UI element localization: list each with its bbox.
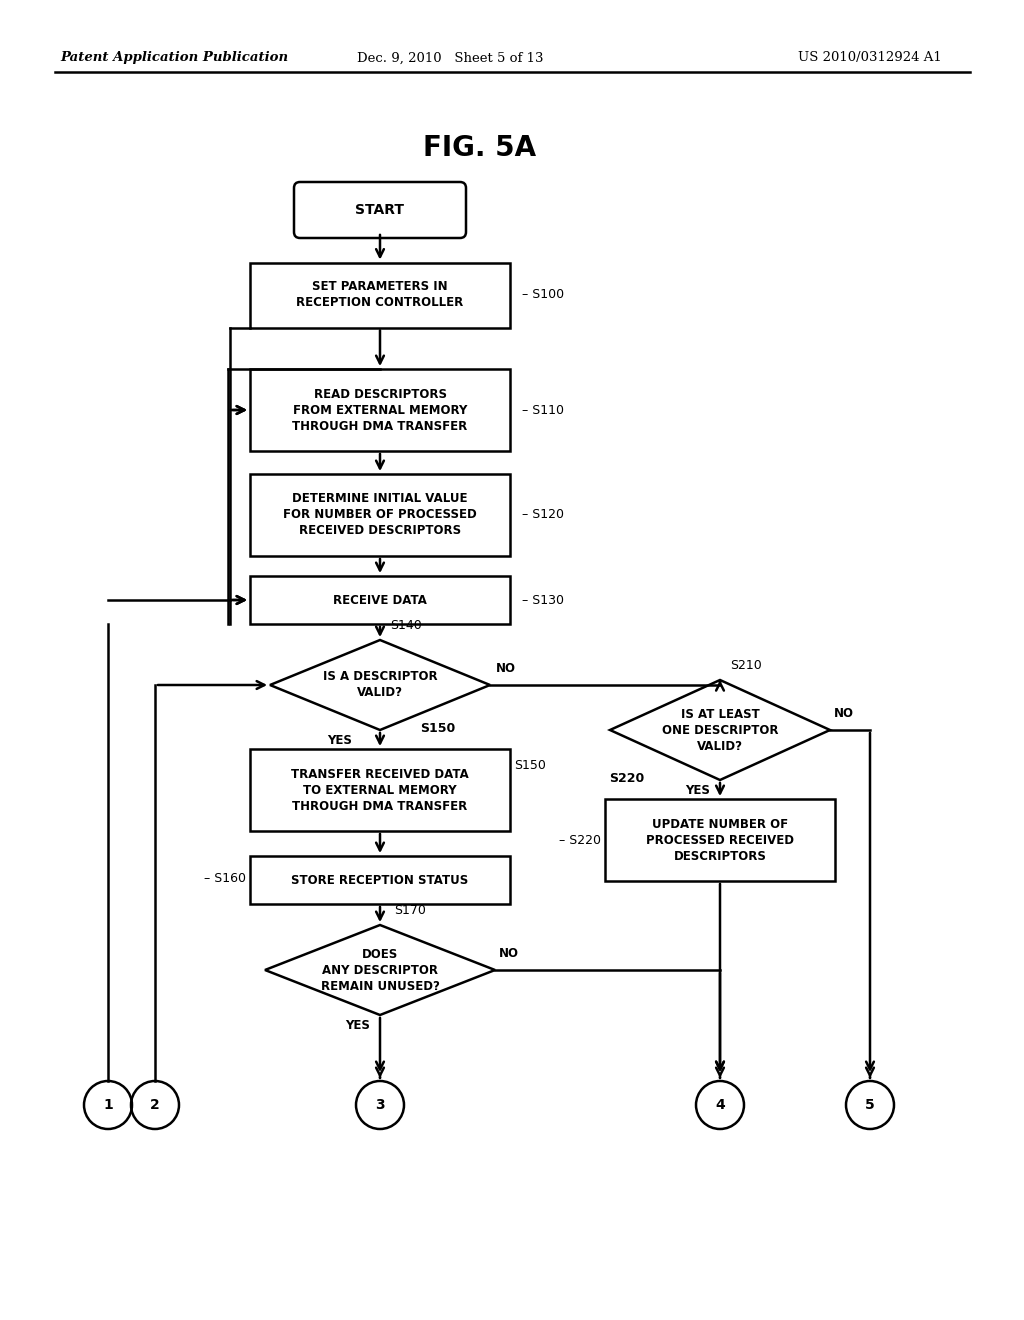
Text: S150: S150: [420, 722, 456, 735]
Text: NO: NO: [496, 663, 516, 675]
Text: DOES
ANY DESCRIPTOR
REMAIN UNUSED?: DOES ANY DESCRIPTOR REMAIN UNUSED?: [321, 948, 439, 993]
Text: S170: S170: [394, 904, 426, 917]
Text: STORE RECEPTION STATUS: STORE RECEPTION STATUS: [292, 874, 469, 887]
Text: UPDATE NUMBER OF
PROCESSED RECEIVED
DESCRIPTORS: UPDATE NUMBER OF PROCESSED RECEIVED DESC…: [646, 817, 794, 862]
Polygon shape: [610, 680, 830, 780]
Text: US 2010/0312924 A1: US 2010/0312924 A1: [798, 51, 942, 65]
Text: – S160: – S160: [204, 871, 246, 884]
Text: – S100: – S100: [522, 289, 564, 301]
Text: 3: 3: [375, 1098, 385, 1111]
Text: Patent Application Publication: Patent Application Publication: [60, 51, 288, 65]
Text: 5: 5: [865, 1098, 874, 1111]
Text: NO: NO: [499, 946, 519, 960]
Text: DETERMINE INITIAL VALUE
FOR NUMBER OF PROCESSED
RECEIVED DESCRIPTORS: DETERMINE INITIAL VALUE FOR NUMBER OF PR…: [283, 492, 477, 537]
Polygon shape: [265, 925, 495, 1015]
Text: – S220: – S220: [559, 833, 601, 846]
Text: IS AT LEAST
ONE DESCRIPTOR
VALID?: IS AT LEAST ONE DESCRIPTOR VALID?: [662, 708, 778, 752]
Text: YES: YES: [685, 784, 710, 797]
Text: S210: S210: [730, 659, 762, 672]
Bar: [250, 855, 510, 904]
Text: YES: YES: [345, 1019, 370, 1032]
Text: READ DESCRIPTORS
FROM EXTERNAL MEMORY
THROUGH DMA TRANSFER: READ DESCRIPTORS FROM EXTERNAL MEMORY TH…: [293, 388, 468, 433]
Text: TRANSFER RECEIVED DATA
TO EXTERNAL MEMORY
THROUGH DMA TRANSFER: TRANSFER RECEIVED DATA TO EXTERNAL MEMOR…: [291, 767, 469, 813]
Text: 4: 4: [715, 1098, 725, 1111]
Text: Dec. 9, 2010   Sheet 5 of 13: Dec. 9, 2010 Sheet 5 of 13: [356, 51, 544, 65]
Text: START: START: [355, 203, 404, 216]
Bar: [250, 576, 510, 624]
Text: YES: YES: [327, 734, 352, 747]
Text: – S110: – S110: [522, 404, 564, 417]
Text: 2: 2: [151, 1098, 160, 1111]
Bar: [250, 748, 510, 832]
FancyBboxPatch shape: [294, 182, 466, 238]
Bar: [250, 263, 510, 327]
Text: – S130: – S130: [522, 594, 564, 606]
Text: – S120: – S120: [522, 508, 564, 521]
Text: NO: NO: [834, 708, 854, 719]
Text: S140: S140: [390, 619, 422, 632]
Bar: [250, 474, 510, 556]
Text: 1: 1: [103, 1098, 113, 1111]
Text: S220: S220: [609, 772, 644, 785]
Text: FIG. 5A: FIG. 5A: [424, 135, 537, 162]
Text: S150: S150: [514, 759, 546, 772]
Bar: [605, 799, 835, 880]
Text: RECEIVE DATA: RECEIVE DATA: [333, 594, 427, 606]
Text: SET PARAMETERS IN
RECEPTION CONTROLLER: SET PARAMETERS IN RECEPTION CONTROLLER: [296, 281, 464, 309]
Bar: [250, 370, 510, 451]
Polygon shape: [270, 640, 490, 730]
Text: IS A DESCRIPTOR
VALID?: IS A DESCRIPTOR VALID?: [323, 671, 437, 700]
